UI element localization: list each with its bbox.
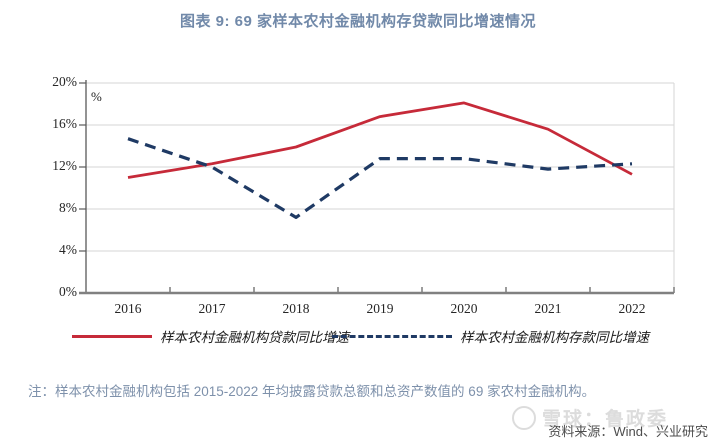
xueqiu-logo-icon [512,405,536,430]
x-axis-tick-label: 2021 [534,301,562,316]
legend-item-deposit-growth: 样本农村金融机构存款同比增速 [332,326,649,346]
x-axis-tick-label: 2019 [366,301,394,316]
x-axis-tick-label: 2017 [198,301,226,316]
y-axis-unit-label: % [91,89,102,104]
chart-title: 图表 9: 69 家样本农村金融机构存贷款同比增速情况 [179,13,537,30]
legend-item-loan-growth: 样本农村金融机构贷款同比增速 [72,326,349,346]
x-axis-tick-label: 2022 [618,301,646,316]
legend-label-loan-growth: 样本农村金融机构贷款同比增速 [160,330,349,345]
footnote: 注：样本农村金融机构包括 2015-2022 年均披露贷款总额和总资产数值的 6… [28,384,596,399]
x-axis-tick-label: 2020 [450,301,478,316]
line-chart-plot [79,80,675,295]
watermark-text: 雪球：鲁政委 [542,409,669,430]
source-line: 资料来源：Wind、兴业研究 [548,424,708,439]
x-axis-tick-label: 2018 [282,301,310,316]
y-axis-tick-label: 8% [59,200,77,215]
chart-legend: 样本农村金融机构贷款同比增速 样本农村金融机构存款同比增速 [0,326,716,348]
legend-solid-line-icon [72,334,152,338]
legend-label-deposit-growth: 样本农村金融机构存款同比增速 [460,330,649,345]
y-axis-tick-label: 12% [52,158,77,173]
legend-dashed-line-icon [332,334,452,338]
y-axis-tick-label: 4% [59,242,77,257]
y-axis-tick-label: 16% [52,116,77,131]
y-axis-tick-label: 20% [52,74,77,89]
y-axis-tick-label: 0% [59,284,77,299]
x-axis-tick-label: 2016 [114,301,142,316]
watermark: 雪球：鲁政委 [512,404,668,431]
